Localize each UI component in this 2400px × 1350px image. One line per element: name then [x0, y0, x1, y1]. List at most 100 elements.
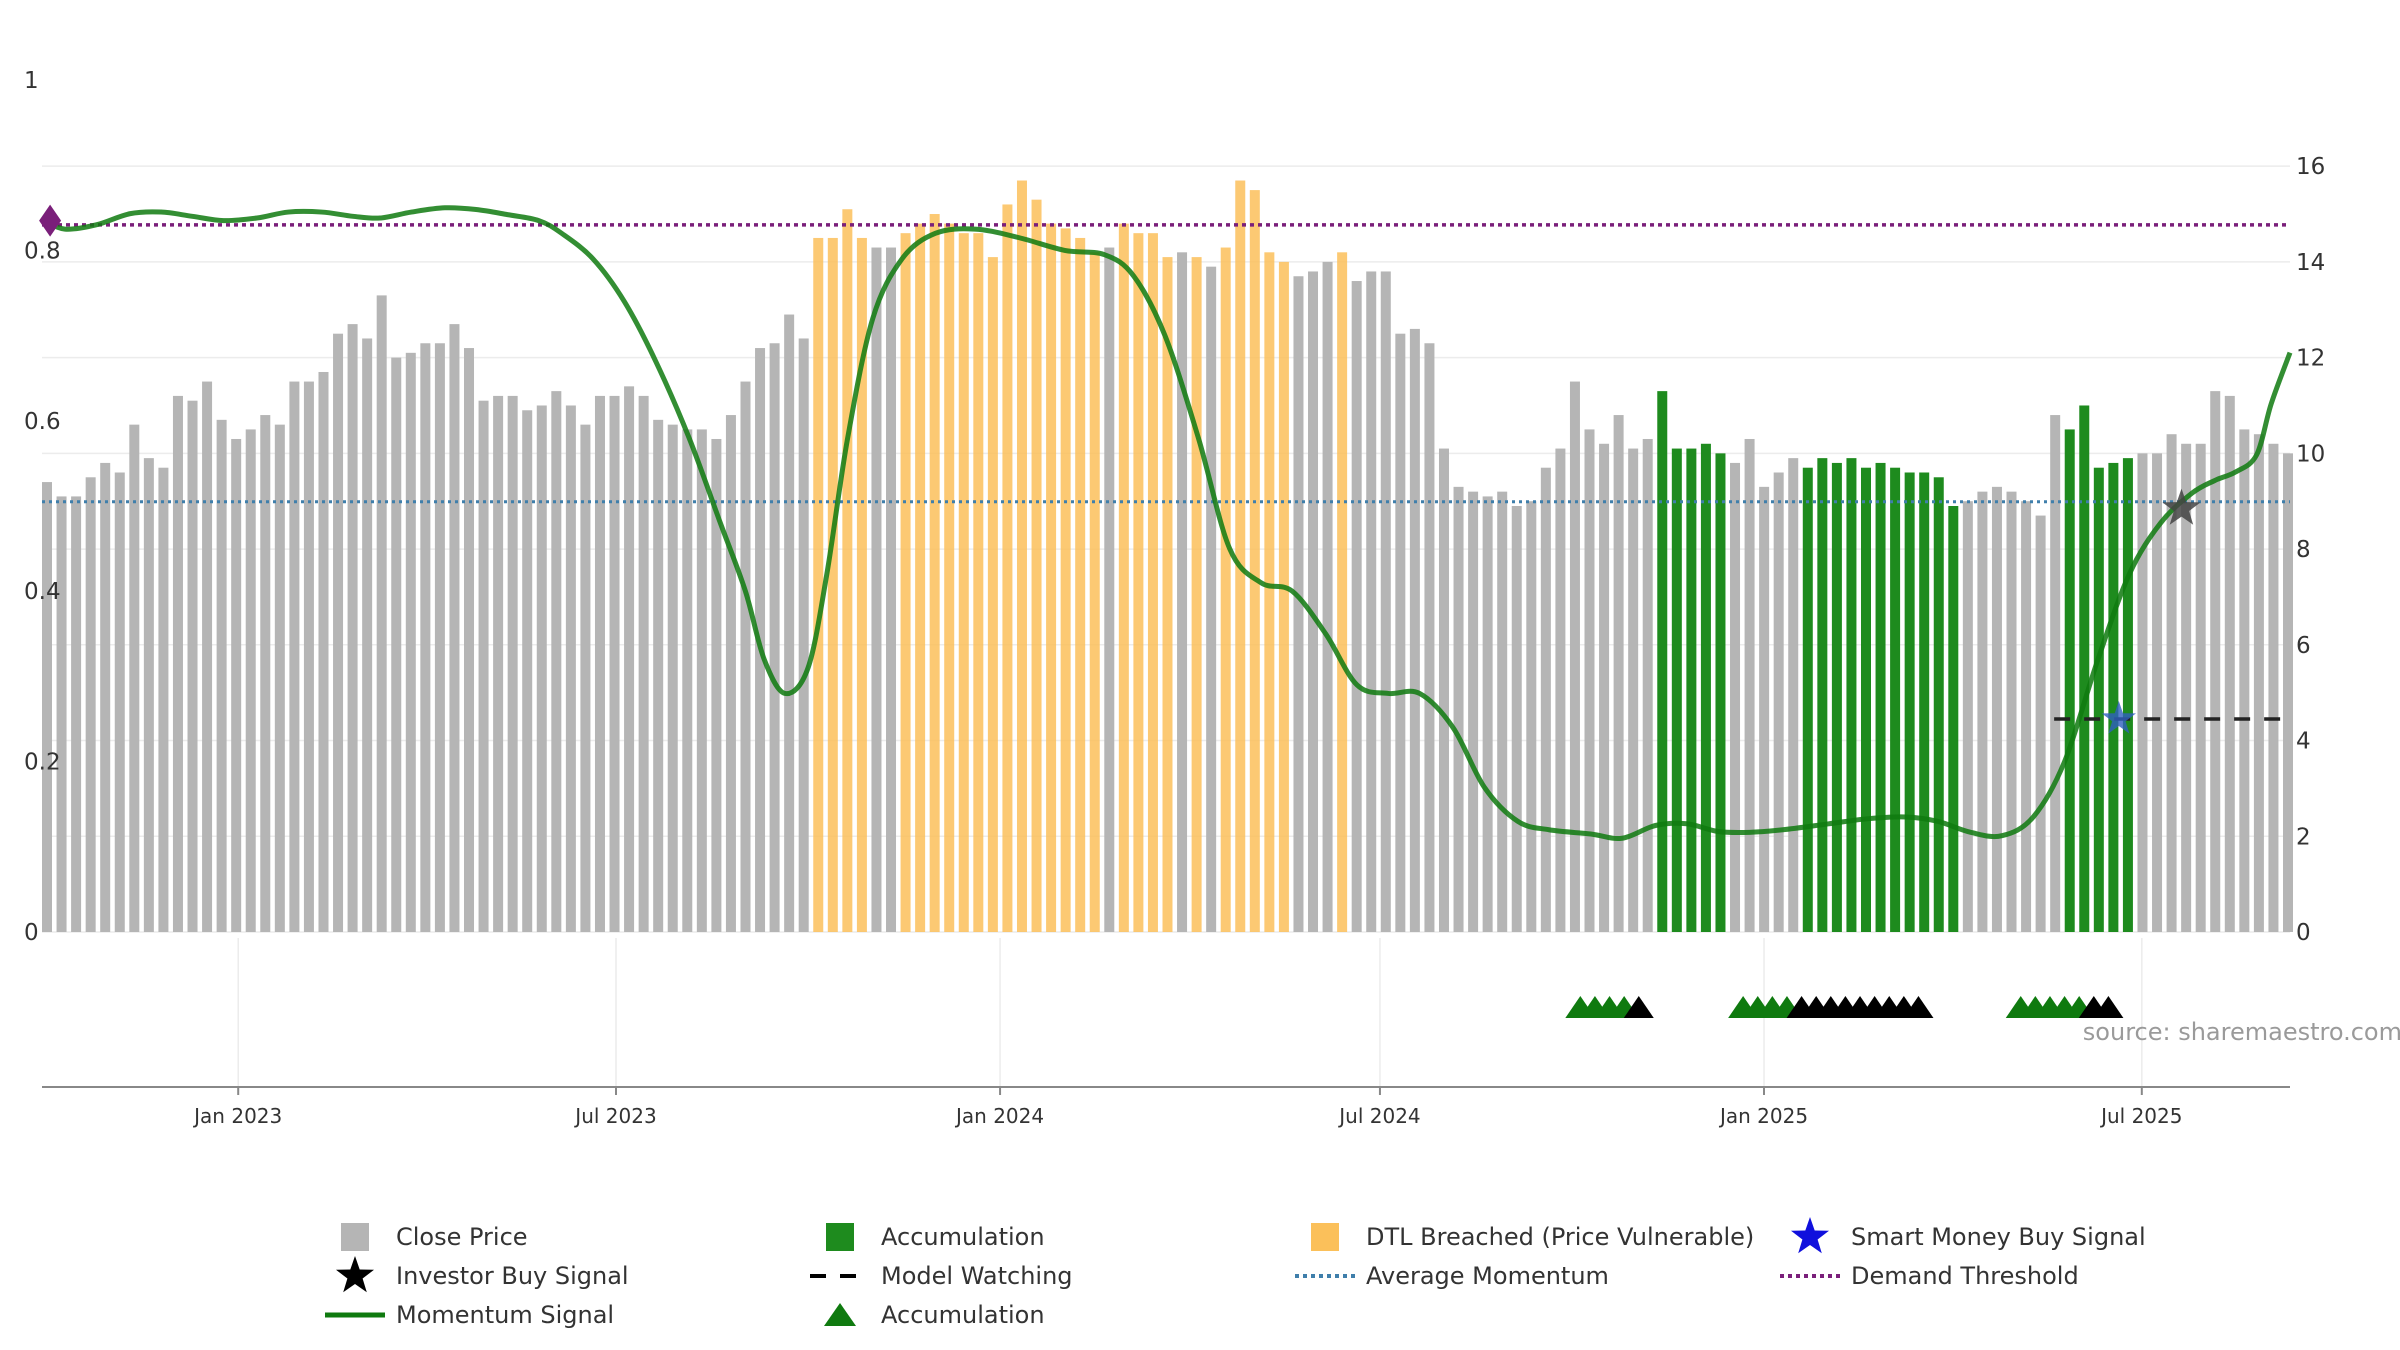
close-price-bar	[1395, 333, 1406, 932]
dtl-breached-bar	[1016, 180, 1027, 933]
close-price-bar	[493, 395, 504, 932]
close-price-bar	[1322, 261, 1333, 932]
close-price-bar	[1468, 491, 1479, 932]
close-price-bar	[507, 395, 518, 932]
close-price-bar	[1991, 486, 2002, 932]
dtl-breached-bar	[1191, 257, 1202, 932]
close-price-bar	[1424, 343, 1435, 932]
close-price-bar	[2152, 453, 2163, 932]
right-tick-label: 8	[2296, 537, 2311, 563]
close-price-bar	[551, 391, 562, 932]
right-tick-label: 6	[2296, 633, 2311, 659]
dtl-breached-bar	[1162, 257, 1173, 932]
right-tick-label: 10	[2296, 441, 2325, 467]
close-price-bar	[71, 496, 82, 932]
dtl-breached-bar	[1147, 233, 1158, 933]
close-price-bar	[114, 472, 125, 932]
close-price-bar	[1308, 271, 1319, 932]
close-price-bar	[449, 324, 460, 932]
close-price-bar	[1497, 491, 1508, 932]
close-price-bar	[216, 419, 227, 933]
close-price-bar	[886, 247, 897, 933]
close-price-bar	[1628, 448, 1639, 932]
close-price-bar	[1177, 252, 1188, 933]
legend-star	[1791, 1217, 1829, 1254]
dtl-breached-bar	[1046, 223, 1057, 932]
close-price-bar	[333, 333, 344, 932]
close-price-bar	[2210, 391, 2221, 932]
close-price-bar	[682, 429, 693, 932]
dtl-breached-bar	[827, 237, 838, 932]
accumulation-bar	[1817, 458, 1828, 932]
dtl-breached-bar	[1264, 252, 1275, 933]
accumulation-bar	[1657, 391, 1668, 932]
close-price-bar	[303, 381, 314, 933]
close-price-bar	[1744, 438, 1755, 932]
legend-item: Average Momentum	[1295, 1262, 1609, 1290]
close-price-bar	[391, 357, 402, 932]
close-price-bar	[609, 395, 620, 932]
accumulation-triangle	[2093, 996, 2124, 1018]
close-price-bar	[2195, 443, 2206, 932]
close-price-bar	[434, 343, 445, 932]
close-price-bar	[2006, 491, 2017, 932]
left-tick-label: 0.6	[24, 409, 61, 435]
accumulation-bar	[1860, 467, 1871, 932]
close-price-bar	[1438, 448, 1449, 932]
close-price-bar	[711, 438, 722, 932]
close-price-bar	[187, 400, 198, 932]
legend-star	[336, 1256, 374, 1293]
close-price-bar	[1584, 429, 1595, 932]
legend-label: Smart Money Buy Signal	[1851, 1223, 2146, 1251]
close-price-bar	[1962, 501, 1973, 932]
close-price-bar	[769, 343, 780, 932]
legend-swatch	[826, 1223, 854, 1251]
legend-triangle	[824, 1303, 856, 1326]
accumulation-triangle	[1623, 996, 1654, 1018]
close-price-bar	[580, 424, 591, 932]
close-price-bar	[231, 438, 242, 932]
left-tick-label: 0	[24, 920, 39, 946]
accumulation-bar	[2108, 462, 2119, 932]
legend-label: Close Price	[396, 1223, 528, 1251]
dtl-breached-bar	[973, 233, 984, 933]
accumulation-bar	[1846, 458, 1857, 932]
close-price-bar	[274, 424, 285, 932]
accumulation-bar	[2122, 458, 2133, 932]
x-tick-label: Jan 2023	[192, 1104, 282, 1128]
close-price-bar	[522, 410, 533, 932]
right-tick-label: 2	[2296, 824, 2311, 850]
close-price-bar	[129, 424, 140, 932]
close-price-bar	[1380, 271, 1391, 932]
close-price-bar	[1773, 472, 1784, 932]
close-price-bar	[565, 405, 576, 932]
x-tick-label: Jul 2023	[573, 1104, 656, 1128]
dtl-breached-bar	[958, 233, 969, 933]
close-price-bar	[56, 496, 67, 932]
accumulation-bar	[1919, 472, 1930, 932]
close-price-bar	[347, 324, 358, 932]
close-price-bar	[1569, 381, 1580, 933]
close-price-bar	[1599, 443, 1610, 932]
accumulation-bar	[2064, 429, 2075, 932]
right-tick-label: 14	[2296, 250, 2325, 276]
legend-label: Average Momentum	[1366, 1262, 1609, 1290]
legend-label: Model Watching	[881, 1262, 1073, 1290]
right-tick-label: 0	[2296, 920, 2311, 946]
close-price-bar	[1977, 491, 1988, 932]
left-tick-label: 0.2	[24, 750, 61, 776]
source-label: source: sharemaestro.com	[2083, 1018, 2400, 1046]
dtl-breached-bar	[1002, 204, 1013, 932]
legend-swatch	[341, 1223, 369, 1251]
dtl-breached-bar	[1089, 252, 1100, 933]
close-price-bar	[420, 343, 431, 932]
close-price-bar	[653, 419, 664, 933]
legend: Close Price Accumulation DTL Breached (Pri…	[325, 1217, 2146, 1329]
dtl-breached-bar	[1278, 261, 1289, 932]
dtl-breached-bar	[929, 214, 940, 933]
close-price-bar	[289, 381, 300, 933]
close-price-bar	[1788, 458, 1799, 932]
right-tick-label: 12	[2296, 346, 2325, 372]
close-price-bar	[1730, 462, 1741, 932]
